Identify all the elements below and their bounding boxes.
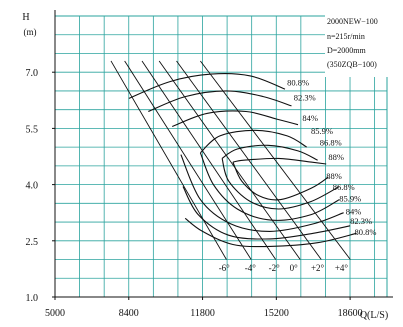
x-tick-label: 8400: [119, 308, 139, 319]
legend-line-4: (350ZQB−100): [327, 60, 377, 69]
efficiency-curve-lower: [184, 217, 357, 248]
efficiency-curve-upper: [128, 73, 286, 99]
efficiency-curve-lower: [199, 152, 340, 221]
blade-angle-lines: -6° -4° -2° 0° +2° +4°: [110, 60, 351, 273]
blade-angle-label: -2°: [269, 263, 280, 273]
blade-angle-line: [200, 60, 351, 260]
efficiency-label-upper: 82.3%: [294, 92, 316, 102]
blade-angle-label: 0°: [290, 263, 299, 273]
efficiency-curve-upper: [232, 157, 327, 165]
efficiency-curve-lower: [180, 154, 344, 232]
blade-angle-label: +4°: [335, 263, 349, 273]
x-tick-label: 18600: [338, 308, 363, 319]
efficiency-label-lower: 88%: [326, 171, 342, 181]
efficiency-label-upper: 86.8%: [320, 137, 342, 147]
efficiency-label-lower: 80.8%: [354, 227, 376, 237]
y-tick-label: 1.0: [26, 293, 39, 304]
efficiency-label-upper: 80.8%: [287, 77, 309, 87]
efficiency-contours: [128, 73, 357, 248]
y-tick-label: 7.0: [26, 68, 39, 79]
y-axis-label: H: [22, 12, 29, 23]
blade-angle-label: -6°: [219, 263, 230, 273]
efficiency-curve-upper: [172, 110, 299, 128]
y-tick-label: 2.5: [26, 237, 39, 248]
blade-angle-label: -4°: [245, 263, 256, 273]
x-axis-label: Q(L/S): [360, 310, 388, 321]
x-tick-label: 11800: [190, 308, 215, 319]
y-tick-label: 5.5: [26, 124, 39, 135]
y-axis-unit: (m): [24, 27, 37, 37]
blade-angle-line: [110, 60, 227, 260]
efficiency-curve-upper: [221, 144, 318, 161]
efficiency-curve-upper: [200, 129, 307, 154]
efficiency-label-lower: 85.9%: [339, 193, 361, 203]
efficiency-curve-upper: [148, 90, 292, 113]
efficiency-curve-lower: [232, 161, 329, 201]
efficiency-label-upper: 88%: [328, 152, 344, 162]
y-tick-label: 4.0: [26, 181, 39, 192]
legend: 2000NEW−100 n=215r/min D=2000mm (350ZQB−…: [325, 15, 401, 77]
x-tick-label: 5000: [45, 308, 65, 319]
efficiency-label-lower: 86.8%: [333, 182, 355, 192]
blade-angle-label: +2°: [311, 263, 325, 273]
blade-angle-line: [141, 60, 277, 260]
efficiency-curve-lower: [182, 186, 351, 240]
efficiency-label-lower: 82.3%: [350, 216, 372, 226]
efficiency-label-upper: 84%: [302, 113, 318, 123]
blade-angle-line: [158, 60, 301, 260]
chart-labels: 80.8%82.3%84%85.9%86.8%88%88%86.8%85.9%8…: [287, 77, 376, 237]
legend-box: [325, 15, 401, 77]
legend-line-1: 2000NEW−100: [327, 17, 378, 26]
efficiency-curve-lower: [221, 158, 340, 210]
efficiency-label-upper: 85.9%: [311, 126, 333, 136]
legend-line-2: n=215r/min: [327, 32, 365, 41]
efficiency-label-lower: 84%: [346, 207, 362, 217]
legend-line-3: D=2000mm: [327, 46, 367, 55]
x-tick-label: 15200: [264, 308, 289, 319]
blade-angle-line: [124, 60, 252, 260]
axes: 5000 8400 11800 15200 18600 1.0 2.5 4.0 5.5 7.0: [26, 10, 393, 319]
